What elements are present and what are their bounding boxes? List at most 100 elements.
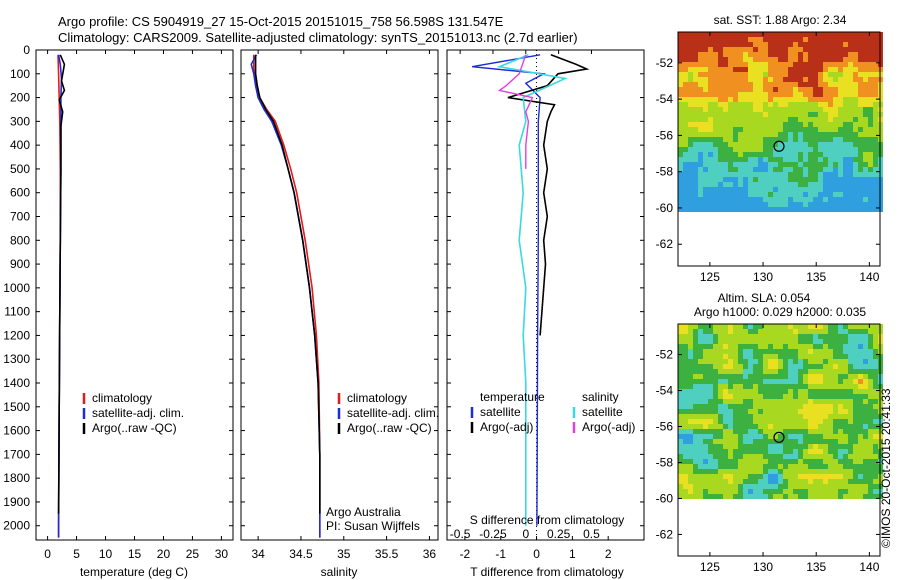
map1-pixel (833, 52, 838, 57)
map1-pixel (738, 112, 743, 117)
map1-pixel (818, 97, 823, 102)
map2-pixel (758, 359, 763, 364)
map1-pixel (708, 122, 713, 127)
map2-pixel (703, 369, 708, 374)
map1-pixel (778, 117, 783, 122)
map2-pixel (833, 374, 838, 379)
map1-pixel (688, 107, 693, 112)
map2-pixel (853, 354, 858, 359)
map2-pixel (863, 414, 868, 419)
map2-pixel (728, 394, 733, 399)
map1-pixel (858, 207, 863, 212)
map1-pixel (838, 172, 843, 177)
map2-pixel (748, 374, 753, 379)
map1-pixel (848, 47, 853, 52)
map2-pixel (858, 399, 863, 404)
map1-pixel (738, 127, 743, 132)
map2-pixel (853, 349, 858, 354)
map1-pixel (718, 187, 723, 192)
diff-salinity-legend-label: Argo(-adj) (582, 420, 635, 434)
map2-pixel (748, 359, 753, 364)
map2-pixel (733, 329, 738, 334)
map1-pixel (838, 167, 843, 172)
map2-pixel (828, 479, 833, 484)
map2-pixel (693, 364, 698, 369)
map1-pixel (713, 147, 718, 152)
map2-pixel (868, 474, 873, 479)
map1-pixel (803, 67, 808, 72)
map1-pixel (698, 42, 703, 47)
map1-pixel (828, 127, 833, 132)
map2-pixel (848, 389, 853, 394)
map2-pixel (738, 324, 743, 329)
map1-pixel (703, 87, 708, 92)
map2-pixel (718, 339, 723, 344)
map2-pixel (708, 439, 713, 444)
map1-pixel (768, 107, 773, 112)
map1-pixel (748, 32, 753, 37)
map1-pixel (823, 137, 828, 142)
map2-pixel (828, 424, 833, 429)
map2-pixel (778, 459, 783, 464)
map1-pixel (688, 192, 693, 197)
map1-pixel (758, 97, 763, 102)
map1-pixel (728, 67, 733, 72)
map1-pixel (823, 37, 828, 42)
map1-pixel (678, 117, 683, 122)
map2-pixel (693, 489, 698, 494)
map2-pixel (703, 359, 708, 364)
map2-pixel (773, 364, 778, 369)
map2-pixel (783, 389, 788, 394)
map1-pixel (823, 72, 828, 77)
map1-pixel (683, 62, 688, 67)
map1-pixel (733, 127, 738, 132)
map1-pixel (678, 127, 683, 132)
map2-pixel (688, 419, 693, 424)
map1-pixel (768, 52, 773, 57)
map2-pixel (768, 389, 773, 394)
map2-pixel (838, 349, 843, 354)
map1-pixel (713, 152, 718, 157)
map1-pixel (813, 57, 818, 62)
map2-pixel (848, 434, 853, 439)
map1-pixel (803, 92, 808, 97)
map1-pixel (868, 52, 873, 57)
map2-pixel (843, 409, 848, 414)
map1-pixel (763, 87, 768, 92)
map2-pixel (703, 409, 708, 414)
map1-pixel (753, 107, 758, 112)
map2-pixel (863, 339, 868, 344)
map2-pixel (748, 414, 753, 419)
map1-pixel (788, 87, 793, 92)
map2-pixel (833, 359, 838, 364)
map2-lon-tick-label: 130 (753, 560, 773, 574)
map2-pixel (818, 489, 823, 494)
map1-pixel (778, 97, 783, 102)
map2-pixel (818, 439, 823, 444)
map2-pixel (748, 449, 753, 454)
map2-pixel (733, 439, 738, 444)
map2-pixel (828, 439, 833, 444)
map2-pixel (838, 414, 843, 419)
map1-pixel (688, 62, 693, 67)
map2-pixel (713, 494, 718, 499)
map2-pixel (743, 324, 748, 329)
map2-pixel (858, 339, 863, 344)
map1-pixel (863, 182, 868, 187)
map1-pixel (768, 127, 773, 132)
map1-pixel (738, 52, 743, 57)
map2-pixel (823, 439, 828, 444)
map2-pixel (758, 379, 763, 384)
map2-pixel (753, 494, 758, 499)
map2-pixel (808, 339, 813, 344)
map1-pixel (793, 87, 798, 92)
map1-pixel (868, 122, 873, 127)
map1-pixel (748, 207, 753, 212)
map1-pixel (703, 112, 708, 117)
map1-pixel (813, 82, 818, 87)
map1-pixel (833, 207, 838, 212)
map1-pixel (823, 97, 828, 102)
map2-pixel (798, 454, 803, 459)
map2-pixel (753, 444, 758, 449)
map2-pixel (688, 489, 693, 494)
